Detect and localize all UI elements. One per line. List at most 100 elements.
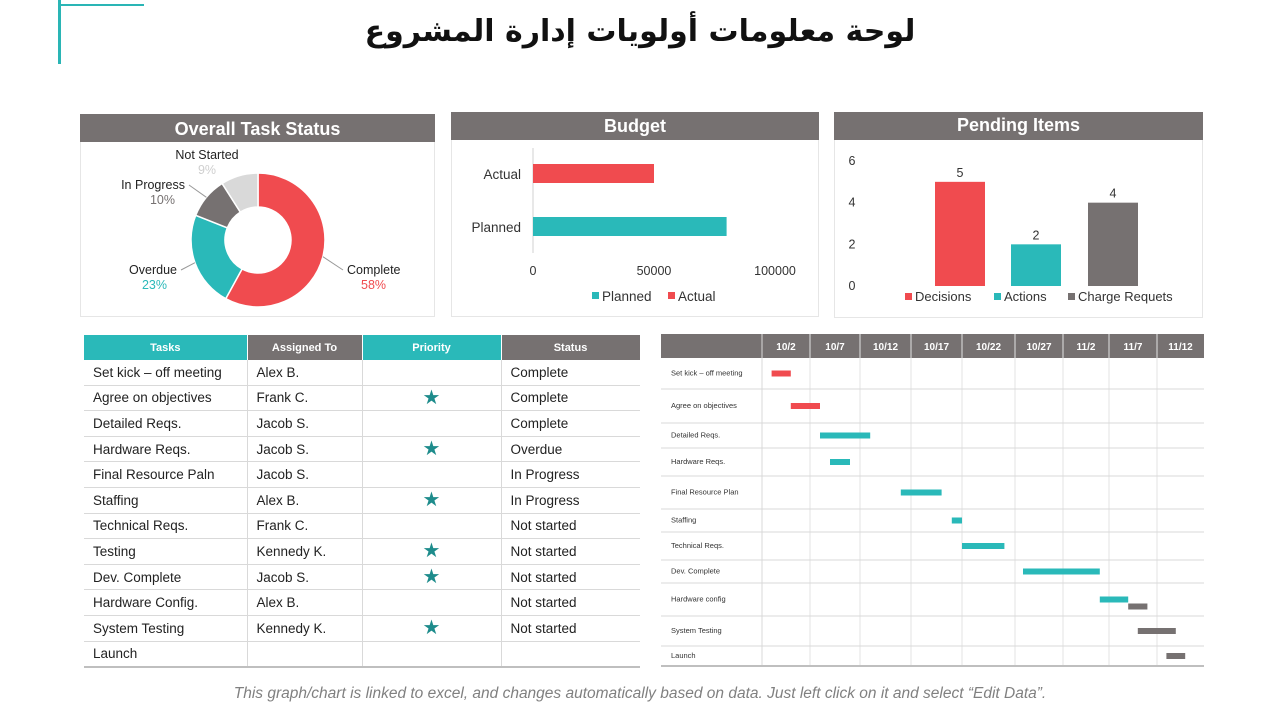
budget-category-label: Planned <box>471 220 521 235</box>
gantt-header-bar <box>661 334 1204 358</box>
pending-legend-swatch <box>905 293 912 300</box>
assigned-cell <box>247 641 363 668</box>
pending-value-label: 5 <box>957 166 964 180</box>
table-row: Agree on objectives Frank C. ★ Complete <box>84 385 640 412</box>
gantt-bar <box>900 489 942 496</box>
gantt-column-label: 10/7 <box>825 342 845 353</box>
pending-panel-title: Pending Items <box>956 115 1081 135</box>
assigned-cell: Kennedy K. <box>247 615 363 642</box>
budget-bar-actual <box>533 164 654 183</box>
pending-chart[interactable]: 0 2 4 6 5 2 4 Decisions Actions Charge Requets <box>835 140 1202 317</box>
gantt-task-label: Launch <box>671 651 696 660</box>
pending-legend-label: Charge Requets <box>1078 289 1173 304</box>
donut-leader-line <box>180 262 196 271</box>
budget-legend-swatch <box>592 292 599 299</box>
budget-tick-label: 100000 <box>754 264 796 278</box>
task-cell: Agree on objectives <box>84 385 248 412</box>
assigned-cell: Kennedy K. <box>247 538 363 565</box>
assigned-cell: Jacob S. <box>247 461 363 488</box>
priority-cell <box>362 589 502 616</box>
assigned-cell: Jacob S. <box>247 410 363 437</box>
corner-accent-vertical <box>58 0 61 64</box>
budget-legend-swatch <box>668 292 675 299</box>
gantt-task-label: Agree on objectives <box>671 401 737 410</box>
gantt-chart[interactable]: 10/2 10/7 10/12 10/17 10/22 10/27 11/2 11/7 11/1… <box>661 334 1204 668</box>
gantt-task-label: Technical Reqs. <box>671 541 724 550</box>
donut-label: In Progress <box>121 178 185 192</box>
budget-panel: Actual Planned 0 50000 100000 Planned Actual <box>451 140 819 317</box>
task-cell: Technical Reqs. <box>84 513 248 540</box>
star-icon: ★ <box>422 617 441 640</box>
pending-legend-label: Actions <box>1004 289 1047 304</box>
priority-cell <box>362 513 502 540</box>
table-row: Set kick – off meeting Alex B. Complete <box>84 360 640 386</box>
pending-panel-header: Pending Items <box>834 112 1203 140</box>
budget-chart[interactable]: Actual Planned 0 50000 100000 Planned Actual <box>452 140 818 316</box>
star-icon: ★ <box>422 438 441 461</box>
gantt-bar <box>962 543 1005 549</box>
gantt-column-label: 11/12 <box>1168 342 1193 353</box>
gantt-column-label: 11/2 <box>1077 342 1096 353</box>
status-panel-header: Overall Task Status <box>80 114 435 142</box>
donut-slice-complete <box>224 172 326 308</box>
header-tasks: Tasks <box>84 335 248 360</box>
budget-panel-header: Budget <box>451 112 819 140</box>
gantt-task-label: Set kick – off meeting <box>671 369 743 378</box>
gantt-task-label: Detailed Reqs. <box>671 431 720 440</box>
star-icon: ★ <box>422 386 441 409</box>
donut-value-label: 10% <box>150 193 175 207</box>
gantt-column-label: 10/22 <box>976 342 1001 353</box>
task-cell: System Testing <box>84 615 248 642</box>
status-cell: Not started <box>501 615 640 642</box>
status-cell: Overdue <box>501 436 640 463</box>
gantt-bar <box>1023 568 1100 575</box>
task-cell: Dev. Complete <box>84 564 248 591</box>
gantt-bar <box>1137 628 1176 634</box>
task-table-wrapper: Tasks Assigned To Priority Status Set ki… <box>84 335 641 669</box>
budget-bar-planned <box>533 217 727 236</box>
assigned-cell: Alex B. <box>247 487 363 514</box>
assigned-cell: Jacob S. <box>247 564 363 591</box>
status-panel-title: Overall Task Status <box>174 119 341 139</box>
table-row: Hardware Reqs. Jacob S. ★ Overdue <box>84 436 640 463</box>
budget-legend-label: Planned <box>602 289 652 304</box>
pending-tick-label: 4 <box>849 196 856 210</box>
gantt-wrapper: 10/2 10/7 10/12 10/17 10/22 10/27 11/2 11/7 11/1… <box>661 334 1204 668</box>
status-cell: Not started <box>501 564 640 591</box>
gantt-bar <box>771 370 791 377</box>
priority-cell: ★ <box>362 564 502 591</box>
pending-value-label: 4 <box>1110 187 1117 201</box>
donut-value-label: 58% <box>361 278 386 292</box>
assigned-cell: Alex B. <box>247 360 363 386</box>
status-cell: In Progress <box>501 461 640 488</box>
status-cell: Not started <box>501 538 640 565</box>
donut-value-label: 9% <box>198 163 216 177</box>
star-icon: ★ <box>422 540 441 563</box>
gantt-bar <box>1166 653 1186 659</box>
star-icon: ★ <box>422 566 441 589</box>
assigned-cell: Frank C. <box>247 385 363 412</box>
gantt-bar <box>790 403 820 409</box>
priority-cell <box>362 641 502 668</box>
status-cell: Complete <box>501 385 640 412</box>
donut-leader-line <box>188 184 207 198</box>
table-row: Launch <box>84 641 640 668</box>
pending-tick-label: 0 <box>849 279 856 293</box>
gantt-column-label: 10/2 <box>776 342 796 353</box>
priority-cell <box>362 360 502 386</box>
donut-value-label: 23% <box>142 278 167 292</box>
pending-value-label: 2 <box>1033 228 1040 242</box>
task-cell: Launch <box>84 641 248 668</box>
table-row: Testing Kennedy K. ★ Not started <box>84 538 640 565</box>
gantt-task-label: Dev. Complete <box>671 567 720 576</box>
donut-leader-line <box>322 256 344 271</box>
pending-panel: 0 2 4 6 5 2 4 Decisions Actions Charge Requets <box>834 140 1203 318</box>
pending-tick-label: 2 <box>849 237 856 251</box>
gantt-column-label: 10/17 <box>924 342 949 353</box>
donut-label: Not Started <box>175 148 238 162</box>
budget-tick-label: 50000 <box>637 264 672 278</box>
gantt-task-label: Hardware Reqs. <box>671 457 725 466</box>
donut-slice-overdue <box>190 214 244 300</box>
pending-legend-label: Decisions <box>915 289 972 304</box>
